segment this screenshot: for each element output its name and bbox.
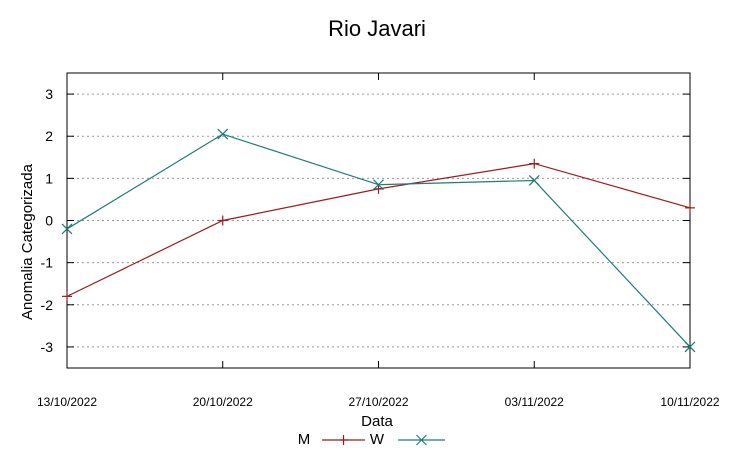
data-point-m [685,202,695,213]
y-tick-label: 3 [45,86,53,102]
x-axis-ticks: 13/10/2022 20/10/2022 27/10/2022 03/11/2022… [37,73,720,409]
legend-label-w: W [370,431,385,448]
legend-marker-w [416,434,427,446]
legend-marker [338,435,349,445]
x-tick-label: 10/11/2022 [660,395,719,409]
data-point-w [528,175,540,186]
y-tick-label: 0 [45,213,53,229]
legend-marker-m [338,435,349,445]
data-point-w [217,128,229,140]
y-tick-label: 1 [45,170,53,186]
x-axis-label: Data [361,413,393,430]
y-axis-label: Anomalia Categorizada [19,163,36,320]
legend-label-m: M [298,431,311,448]
series-layer [61,128,696,353]
series-line-m [66,162,691,297]
series-line-w [66,133,691,348]
x-tick-label: 20/10/2022 [193,395,253,409]
y-axis-ticks: 3 2 1 0 -1 -2 -3 [41,86,690,355]
grid [67,93,690,348]
data-point-m [529,158,540,169]
legend: M W [298,431,445,448]
y-tick-label: -2 [41,297,54,313]
y-tick-label: 2 [45,128,53,144]
data-point-w [61,223,73,235]
x-tick-label: 27/10/2022 [348,395,408,409]
x-tick-label: 13/10/2022 [37,395,97,409]
data-point-m [217,215,228,226]
data-point-m [62,291,72,302]
legend-marker [416,434,427,446]
x-tick-label: 03/11/2022 [505,395,564,409]
data-point-w [684,341,696,353]
data-point-w [373,179,384,191]
chart-title: Rio Javari [328,16,426,41]
data-point-m [373,183,384,194]
y-tick-label: -3 [41,339,54,355]
y-tick-label: -1 [41,255,54,271]
